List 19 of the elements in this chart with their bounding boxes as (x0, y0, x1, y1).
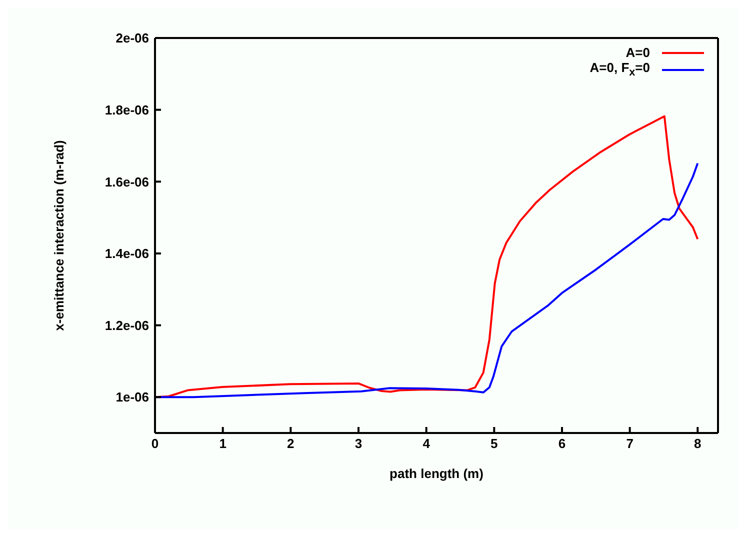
x-tick-label: 3 (354, 436, 362, 452)
x-tick-label: 5 (490, 436, 498, 452)
y-tick-label: 1e-06 (116, 390, 149, 405)
x-axis-title: path length (m) (390, 466, 484, 481)
y-tick-label: 2e-06 (116, 30, 149, 46)
x-tick-label: 2 (287, 436, 294, 452)
y-tick-label: 1.4e-06 (104, 246, 149, 262)
y-tick-label: 1.6e-06 (104, 174, 149, 190)
legend-label: A=0 (626, 45, 650, 60)
y-tick-label: 1.2e-06 (104, 318, 149, 333)
x-tick-label: 1 (219, 436, 226, 452)
x-tick-label: 8 (694, 436, 702, 452)
x-tick-label: 4 (422, 436, 431, 452)
y-tick-label: 1.8e-06 (104, 102, 149, 118)
y-axis-title: x-emittance interaction (m-rad) (52, 140, 67, 331)
x-tick-label: 6 (558, 436, 566, 452)
x-tick-label: 0 (151, 436, 159, 452)
x-tick-label: 7 (626, 436, 634, 452)
legend-label: A=0, F$_{x}$=0 (590, 60, 650, 79)
